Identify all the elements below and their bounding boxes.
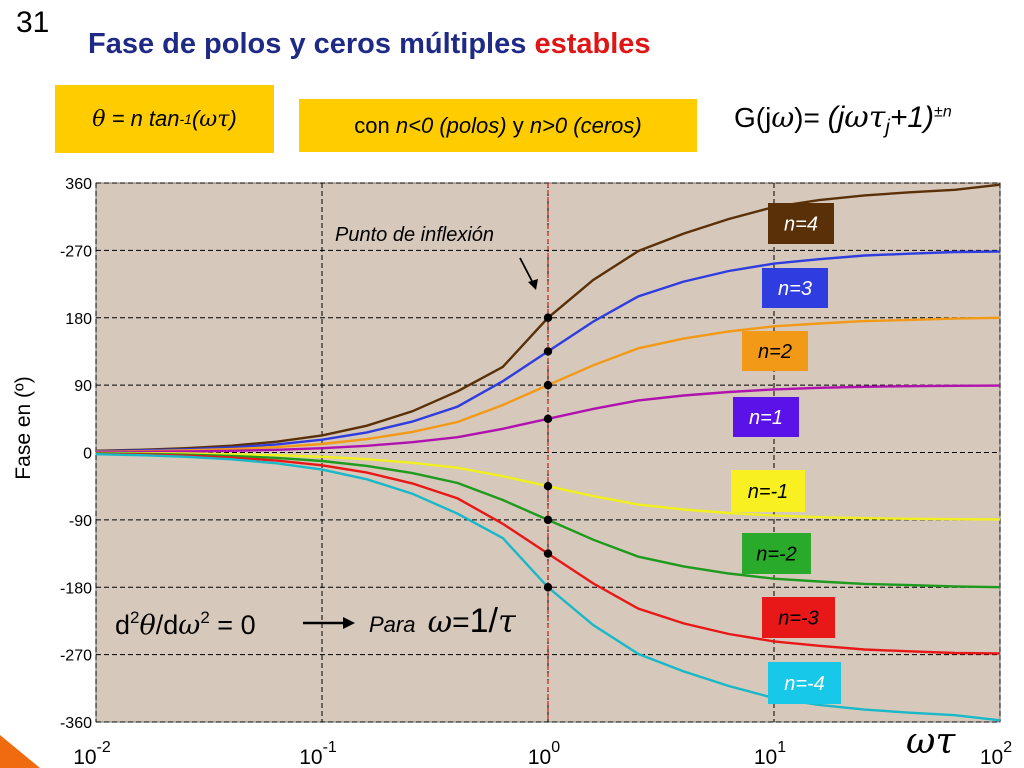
cond-zeros: n>0 (ceros) — [529, 112, 642, 138]
second-derivative-equation: d2θ/dω2 = 0 — [115, 608, 256, 641]
series-label: n=1 — [749, 407, 783, 429]
y-tick-label: -180 — [60, 580, 92, 597]
inflection-annotation: Punto de inflexión — [335, 224, 494, 246]
tf-rhs-b: +1) — [889, 101, 935, 134]
eq-omega: ω — [178, 610, 200, 641]
series-label-box — [762, 268, 828, 308]
y-tick-label: 0 — [83, 446, 92, 463]
cond-mid: y — [506, 112, 530, 138]
condition-box: con n<0 (polos) y n>0 (ceros) — [299, 99, 697, 152]
inflection-arrowhead — [528, 279, 538, 290]
series-label-box — [742, 331, 808, 371]
series-label: n=-2 — [756, 544, 797, 566]
inflection-arrow — [519, 257, 534, 284]
eq-sup-2b: 2 — [200, 608, 209, 627]
slide-title: Fase de polos y ceros múltiples estables — [88, 28, 651, 61]
para-text: Para — [369, 612, 422, 637]
tf-sub: j — [885, 116, 890, 139]
inflection-point — [543, 414, 553, 424]
series-label: n=-3 — [778, 608, 819, 630]
para-equals: = — [452, 606, 470, 639]
series-label-box — [762, 597, 835, 638]
equation-arrowhead — [343, 617, 355, 629]
tf-rhs-a: (j — [827, 101, 845, 134]
y-tick-label: 90 — [74, 378, 92, 395]
cond-prefix: con — [354, 112, 396, 138]
y-tick-label: 180 — [65, 311, 92, 328]
formula-sup: -1 — [179, 111, 192, 127]
x-tick-label: 10-1 — [299, 739, 337, 768]
series-label: n=-1 — [748, 481, 789, 503]
formula-equals: = n tan — [105, 106, 180, 131]
x-tick-label: 100 — [528, 739, 560, 768]
para-condition: Para ω=1/τ — [369, 602, 517, 640]
eq-slash-d: /d — [156, 610, 179, 640]
series-label: n=3 — [778, 278, 812, 300]
eq-d: d — [115, 610, 130, 640]
series-label-box — [731, 470, 805, 512]
y-tick-label: -270 — [60, 243, 92, 260]
inflection-point — [543, 380, 553, 390]
y-tick-label: -270 — [60, 648, 92, 665]
series-label: n=4 — [784, 214, 818, 236]
x-axis-symbol: ωτ — [906, 721, 956, 762]
formula-omega: ω — [199, 106, 218, 132]
eq-sup-2: 2 — [130, 608, 139, 627]
cond-poles: n<0 (polos) — [395, 112, 507, 138]
x-tick-label: 10-2 — [73, 739, 111, 768]
tf-lhs-b: )= — [794, 102, 828, 133]
y-tick-label: 360 — [65, 176, 92, 193]
eq-theta: θ — [140, 610, 156, 641]
theta-formula-box: θ = n tan -1(ω τ) — [55, 85, 274, 153]
y-tick-label: -360 — [60, 715, 92, 732]
series-label-box — [768, 203, 834, 244]
title-accent: estables — [534, 28, 651, 60]
title-main: Fase de polos y ceros múltiples — [88, 28, 527, 60]
para-one: 1 — [470, 602, 489, 640]
tf-exponent: ±n — [934, 103, 952, 121]
formula-tau: τ — [217, 106, 230, 132]
x-tick-label: 102 — [980, 739, 1012, 768]
tf-lhs-a: G(j — [734, 102, 772, 133]
inflection-point — [543, 549, 553, 558]
inflection-point — [543, 347, 553, 356]
tf-tau: τ — [868, 100, 886, 135]
inflection-point — [543, 313, 553, 322]
series-label-box — [742, 533, 811, 574]
eq-zero: = 0 — [210, 610, 256, 640]
inflection-point — [543, 481, 553, 491]
formula-close: ) — [229, 106, 237, 131]
slide-number: 31 — [16, 6, 50, 39]
x-tick-label: 101 — [754, 739, 786, 768]
para-tau: τ — [498, 602, 517, 640]
inflection-point — [543, 515, 553, 525]
inflection-point — [543, 583, 553, 592]
para-omega: ω — [428, 605, 452, 640]
tf-omega2: ω — [844, 100, 869, 135]
corner-decoration — [0, 735, 40, 768]
y-axis-label: Fase en (º) — [12, 376, 35, 479]
series-label: n=2 — [758, 341, 792, 363]
para-slash: / — [489, 602, 499, 640]
theta-symbol: θ — [92, 106, 106, 132]
transfer-function: G(jω)= (jωτj+1)±n — [734, 100, 952, 140]
series-label: n=-4 — [784, 673, 825, 695]
formula-open: ( — [191, 106, 200, 131]
series-label-box — [768, 662, 841, 704]
tf-omega: ω — [771, 101, 795, 134]
y-tick-label: -90 — [69, 513, 92, 530]
series-label-box — [733, 397, 799, 437]
